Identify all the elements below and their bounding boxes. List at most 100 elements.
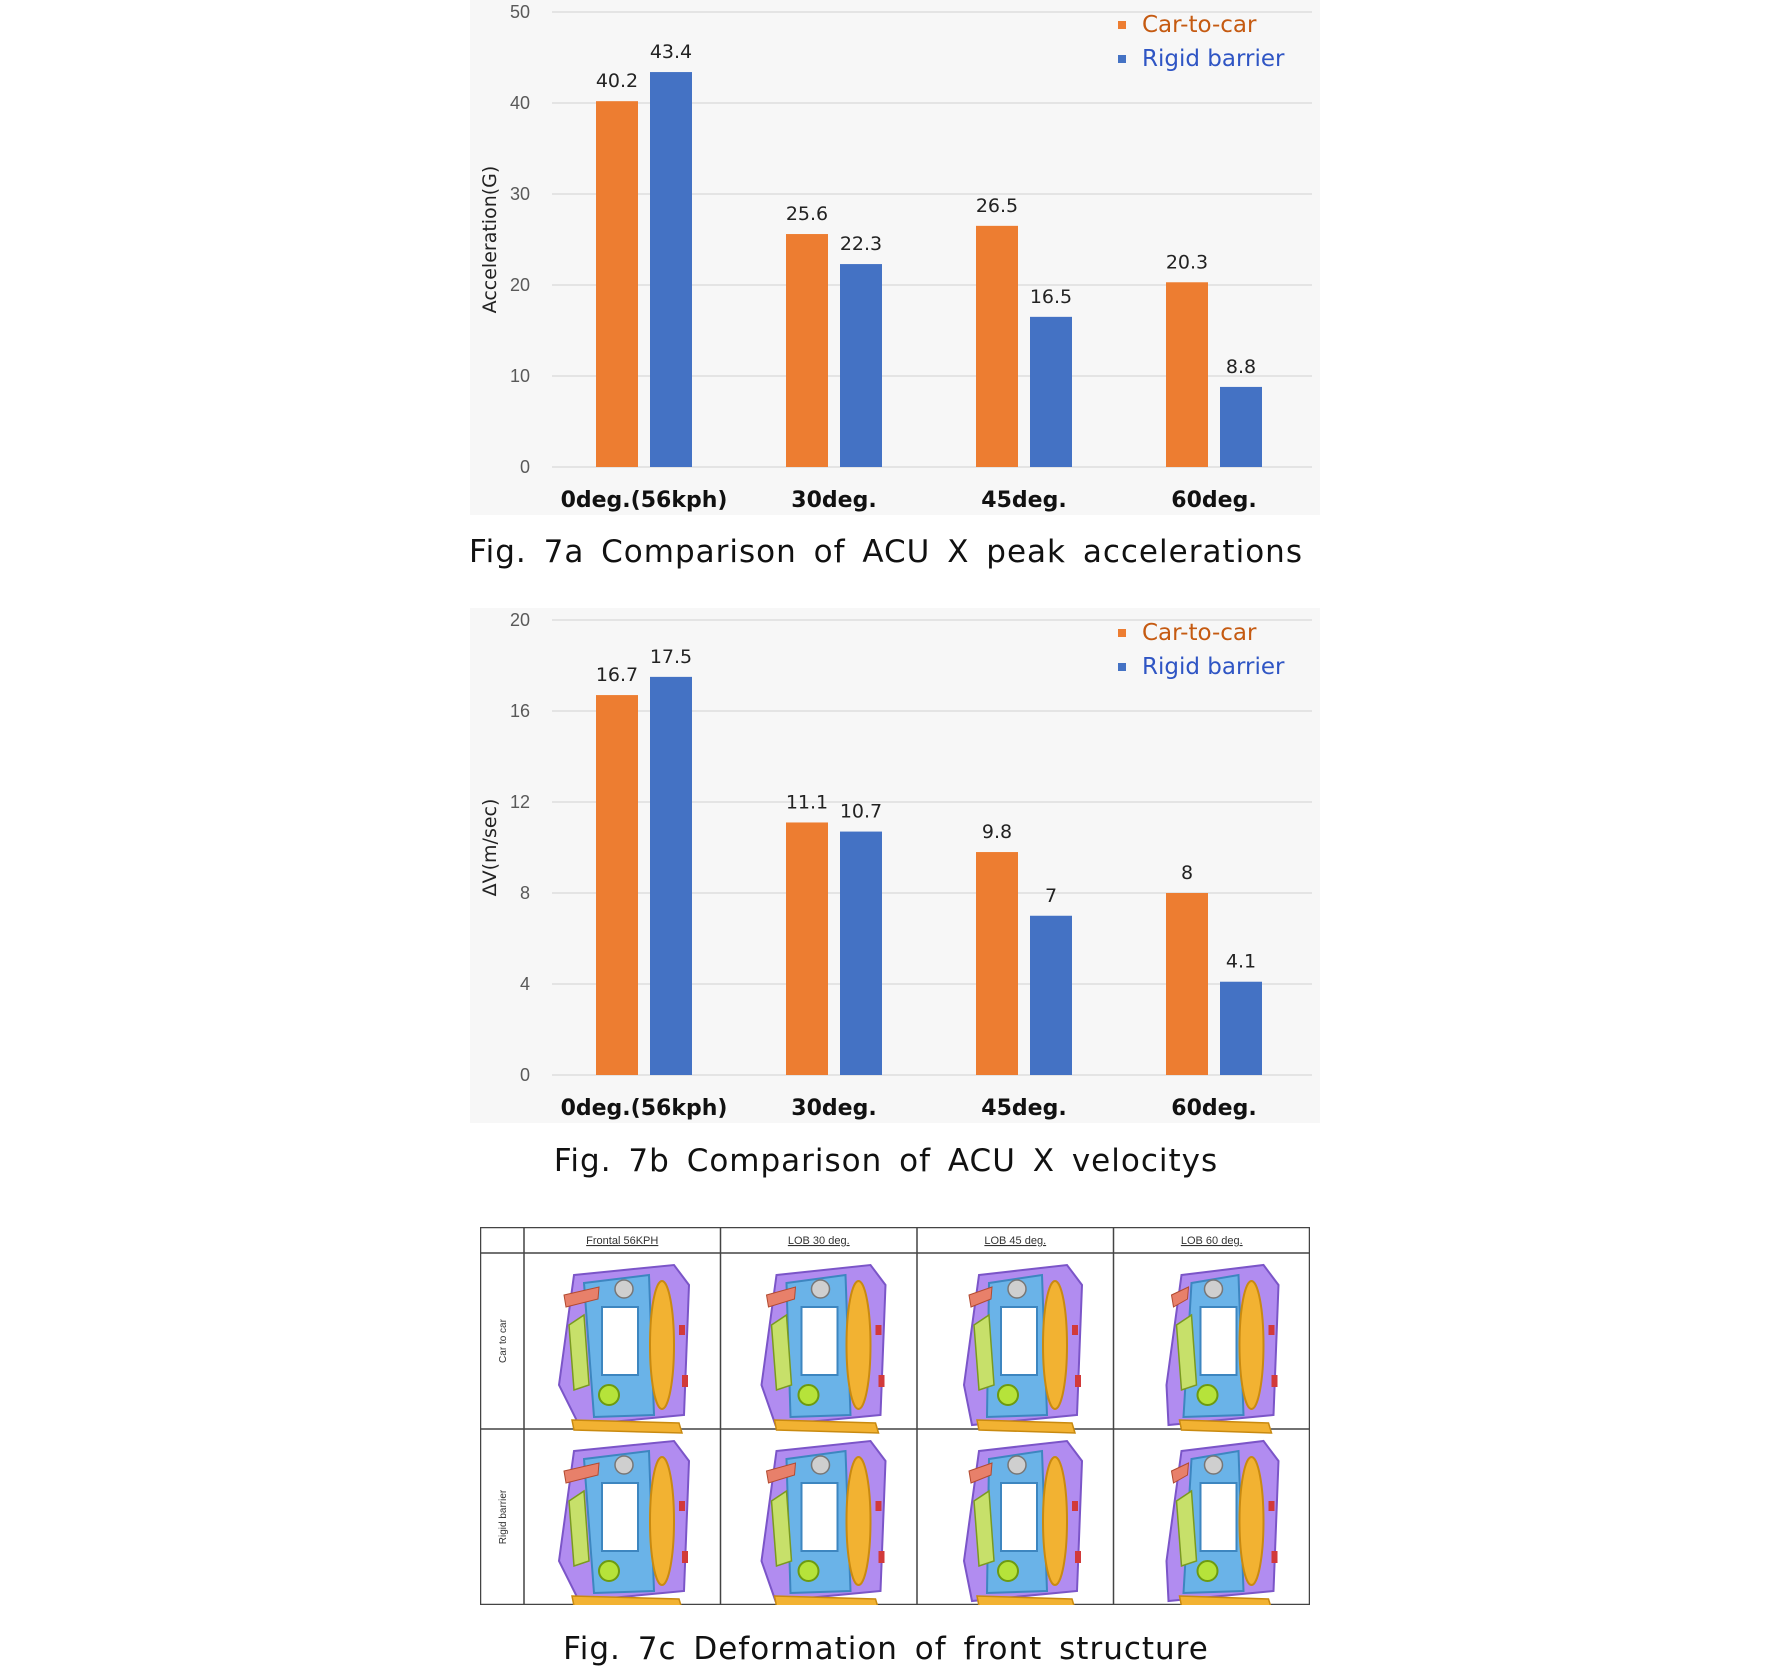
bar: [1030, 915, 1072, 1075]
green-member: [568, 1489, 590, 1568]
green-member: [770, 1313, 793, 1392]
gray-component: [614, 1279, 634, 1299]
red-marker: [679, 1501, 685, 1511]
bar: [1220, 386, 1262, 467]
bar: [596, 695, 638, 1075]
frame-opening: [601, 1306, 639, 1376]
red-marker: [682, 1551, 688, 1563]
data-label: 16.5: [1030, 286, 1072, 308]
row-header: Rigid barrier: [498, 1489, 509, 1544]
x-tick-label: 60deg.: [1171, 488, 1256, 513]
red-marker: [1271, 1375, 1278, 1387]
bar: [1030, 316, 1072, 467]
caption-fig7a: Fig. 7a Comparison of ACU X peak acceler…: [469, 534, 1303, 570]
green-member: [1175, 1313, 1198, 1392]
frame-opening: [800, 1482, 839, 1552]
bar: [1166, 893, 1208, 1075]
y-axis-label: Acceleration(G): [479, 166, 501, 314]
bar: [1220, 981, 1262, 1075]
y-tick-label: 20: [510, 610, 530, 630]
legend-label: Rigid barrier: [1142, 654, 1285, 680]
green-component: [598, 1560, 620, 1582]
red-marker: [1268, 1325, 1275, 1335]
yellow-bumper: [845, 1456, 872, 1586]
red-bracket: [1170, 1462, 1190, 1484]
red-marker: [679, 1325, 685, 1335]
bar: [1166, 282, 1208, 467]
yellow-beam: [1178, 1595, 1272, 1605]
y-tick-label: 0: [520, 1065, 530, 1085]
gray-component: [1203, 1455, 1224, 1475]
data-label: 26.5: [976, 195, 1018, 217]
structure-illustration: [962, 1263, 1084, 1434]
green-component: [1196, 1384, 1219, 1406]
gray-component: [1007, 1455, 1027, 1475]
red-marker: [1072, 1501, 1078, 1511]
gray-component: [1007, 1279, 1027, 1299]
gray-component: [810, 1279, 831, 1299]
yellow-beam: [976, 1595, 1075, 1605]
bar: [650, 676, 692, 1075]
x-tick-label: 0deg.(56kph): [561, 488, 728, 513]
frame-opening: [601, 1482, 639, 1552]
y-tick-label: 4: [520, 974, 530, 994]
yellow-bumper: [1238, 1456, 1265, 1586]
red-marker: [1072, 1325, 1078, 1335]
column-header: Frontal 56KPH: [586, 1235, 658, 1247]
yellow-beam: [976, 1419, 1077, 1434]
yellow-bumper: [1042, 1280, 1068, 1410]
red-bracket: [563, 1286, 600, 1308]
green-component: [797, 1560, 820, 1582]
y-axis-label: ΔV(m/sec): [479, 799, 501, 897]
green-member: [770, 1489, 793, 1568]
yellow-bumper: [649, 1280, 675, 1410]
frame-opening: [1000, 1306, 1038, 1376]
bar: [650, 72, 692, 467]
yellow-beam: [571, 1419, 684, 1434]
legend-label: Rigid barrier: [1142, 46, 1285, 72]
red-marker: [682, 1375, 688, 1387]
column-header: LOB 60 deg.: [1181, 1235, 1243, 1247]
legend-swatch: [1118, 55, 1126, 63]
yellow-bumper: [1238, 1280, 1265, 1410]
structure-illustration: [962, 1439, 1084, 1605]
green-component: [598, 1384, 620, 1406]
red-marker: [878, 1375, 885, 1387]
yellow-bumper: [845, 1280, 872, 1410]
gray-component: [810, 1455, 831, 1475]
structure-illustration: [1165, 1439, 1280, 1605]
data-label: 4.1: [1226, 951, 1256, 973]
red-marker: [1268, 1501, 1275, 1511]
x-tick-label: 60deg.: [1171, 1096, 1256, 1121]
y-tick-label: 10: [510, 366, 530, 386]
yellow-bumper: [1042, 1456, 1068, 1586]
acceleration-chart-svg: 0 10 20 30 40 50 Acceleration(G) 40.2 43.4 0deg.(…: [479, 2, 1312, 513]
data-label: 9.8: [982, 821, 1012, 843]
gray-component: [1203, 1279, 1224, 1299]
bar: [976, 225, 1018, 467]
velocity-chart: 0 4 8 12 16 20 ΔV(m/sec) 16.7 17.5 0deg.(56kph) 11…: [470, 608, 1320, 1123]
green-member: [568, 1313, 590, 1392]
structure-illustration: [557, 1439, 691, 1605]
green-member: [973, 1313, 995, 1392]
y-tick-label: 40: [510, 93, 530, 113]
caption-fig7b: Fig. 7b Comparison of ACU X velocitys: [553, 1143, 1219, 1179]
column-header: LOB 30 deg.: [788, 1235, 850, 1247]
y-tick-label: 0: [520, 457, 530, 477]
red-bracket: [563, 1462, 600, 1484]
yellow-beam: [773, 1595, 879, 1605]
data-label: 16.7: [596, 664, 638, 686]
red-marker: [1075, 1551, 1081, 1563]
frame-opening: [1000, 1482, 1038, 1552]
green-component: [997, 1384, 1019, 1406]
x-tick-label: 45deg.: [981, 488, 1066, 513]
yellow-beam: [1178, 1419, 1273, 1434]
data-label: 8: [1181, 862, 1193, 884]
x-tick-label: 30deg.: [791, 1096, 876, 1121]
frame-opening: [800, 1306, 839, 1376]
x-tick-label: 0deg.(56kph): [561, 1096, 728, 1121]
green-member: [973, 1489, 995, 1568]
velocity-chart-svg: 0 4 8 12 16 20 ΔV(m/sec) 16.7 17.5 0deg.(56kph) 11…: [479, 610, 1312, 1121]
green-member: [1175, 1489, 1198, 1568]
bar: [976, 852, 1018, 1075]
